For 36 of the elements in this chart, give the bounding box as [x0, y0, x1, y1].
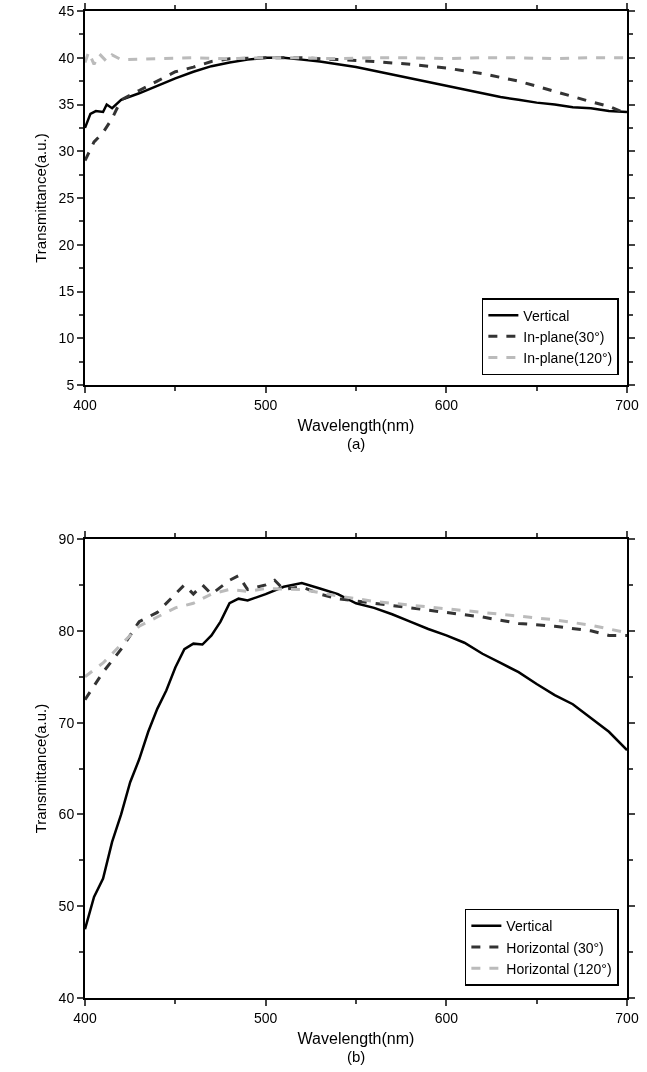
- x-tick-label: 600: [434, 396, 459, 413]
- y-axis-title: Transmittance(a.u.): [32, 703, 50, 834]
- y-tick-label: 45: [58, 2, 75, 19]
- y-tick-label: 60: [58, 806, 75, 823]
- legend-label: Horizontal (120°): [506, 960, 612, 977]
- legend-label: In-plane(30°): [523, 328, 605, 345]
- y-tick-label: 30: [58, 143, 75, 160]
- x-tick-label: 600: [434, 1009, 459, 1026]
- y-tick-label: 5: [66, 376, 75, 393]
- x-tick-label: 700: [615, 396, 639, 413]
- line-series: [85, 574, 627, 702]
- y-tick-label: 50: [58, 898, 75, 915]
- x-axis-title: Wavelength(nm): [297, 1030, 415, 1047]
- legend-label: Horizontal (30°): [506, 939, 604, 956]
- x-axis-title: Wavelength(nm): [297, 417, 415, 434]
- text: (a): [347, 435, 366, 452]
- legend-label: In-plane(120°): [523, 349, 613, 366]
- y-tick-label: 35: [58, 96, 75, 113]
- text: (b): [347, 1048, 366, 1065]
- x-tick-label: 700: [615, 1009, 639, 1026]
- y-tick-label: 20: [58, 236, 75, 253]
- legend-label: Vertical: [506, 918, 553, 935]
- x-tick-label: 500: [253, 1009, 278, 1026]
- x-tick-label: 500: [253, 396, 278, 413]
- y-tick-label: 40: [58, 989, 75, 1006]
- y-tick-label: 70: [58, 714, 75, 731]
- x-tick-label: 400: [73, 396, 97, 413]
- y-tick-label: 90: [58, 530, 75, 547]
- x-tick-label: 400: [73, 1009, 97, 1026]
- y-tick-label: 10: [58, 330, 75, 347]
- y-tick-label: 25: [58, 189, 75, 206]
- y-tick-label: 80: [58, 622, 75, 639]
- y-tick-label: 15: [58, 283, 75, 300]
- legend-label: Vertical: [523, 307, 570, 324]
- y-tick-label: 40: [58, 49, 75, 66]
- y-axis-title: Transmittance(a.u.): [32, 133, 50, 263]
